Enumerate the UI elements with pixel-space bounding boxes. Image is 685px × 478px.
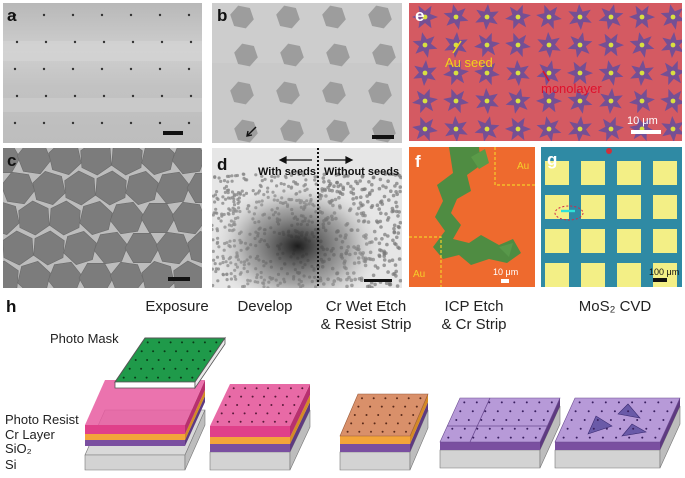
panel-f-image [409,147,535,287]
layer-photo-resist-label: Photo Resist [5,412,79,427]
panel-c-image [3,148,202,288]
layer-si-label: Si [5,457,17,472]
without-seeds-label: Without seeds [324,166,400,178]
panel-c-label: c [7,151,17,170]
icp-etch-stack [439,397,561,469]
photo-mask-label: Photo Mask [50,331,119,346]
stage-exposure: Exposure [145,298,209,315]
panel-f-scale-bar [501,279,509,283]
au-label-bottom: Au [413,269,426,280]
left-arrow-icon [278,156,312,164]
panel-a: a [3,3,202,143]
au-seed-label: Au seed [445,55,493,70]
monolayer-pointer [542,70,550,82]
panel-d-scale-bar [364,279,392,282]
develop-stack [209,384,311,471]
panel-e: e Au seed monolayer 10 μm [409,3,682,141]
panel-g-image [541,147,682,287]
with-seeds-label: With seeds [258,166,316,178]
stage-cr-wet-etch: Cr Wet Etch & Resist Strip [320,298,412,333]
panel-f-scale-text: 10 μm [493,267,519,277]
stage-icp-etch: ICP Etch & Cr Strip [441,298,507,333]
panel-a-label: a [7,6,17,25]
panel-c-scale-bar [168,277,190,281]
panel-c: c [3,148,202,288]
panel-g-scale-text: 100 μm [649,267,680,277]
monolayer-label: monolayer [541,81,602,96]
au-label-top: Au [517,161,530,172]
panel-d-label: d [217,155,228,174]
panel-d: d With seeds Without seeds [212,148,402,288]
stage-mos2-cvd: MoS₂ CVD [578,298,652,315]
panel-a-image [3,3,202,143]
panel-e-scale-bar [631,130,661,134]
panel-g-scale-bar [653,278,667,282]
stage-develop: Develop [237,298,293,315]
exposure-stack [84,336,226,471]
mos2-stack [554,397,681,469]
panel-e-label: e [415,6,425,25]
panel-b-scale-bar [372,135,394,139]
au-seed-pointer [452,40,462,54]
panel-f: f Au Au 10 μm [409,147,535,287]
cr-etch-stack [339,393,429,471]
panel-g-label: g [547,150,558,169]
panel-e-image [409,3,682,141]
layer-sio2-label: SiO₂ [5,441,32,456]
panel-b-label: b [217,6,228,25]
panel-e-scale-text: 10 μm [627,115,658,127]
arrow-icon [246,126,257,137]
right-arrow-icon [324,156,354,164]
panel-f-label: f [415,152,421,171]
panel-a-scale-bar [163,131,183,135]
mos2-triangle-3 [621,423,647,437]
panel-g: g 100 μm [541,147,682,287]
panel-b: b [212,3,402,143]
panel-d-image [212,148,402,288]
panel-h-label: h [6,297,17,316]
panel-b-image [212,3,402,143]
layer-cr-label: Cr Layer [5,427,55,442]
process-diagram [84,336,681,471]
